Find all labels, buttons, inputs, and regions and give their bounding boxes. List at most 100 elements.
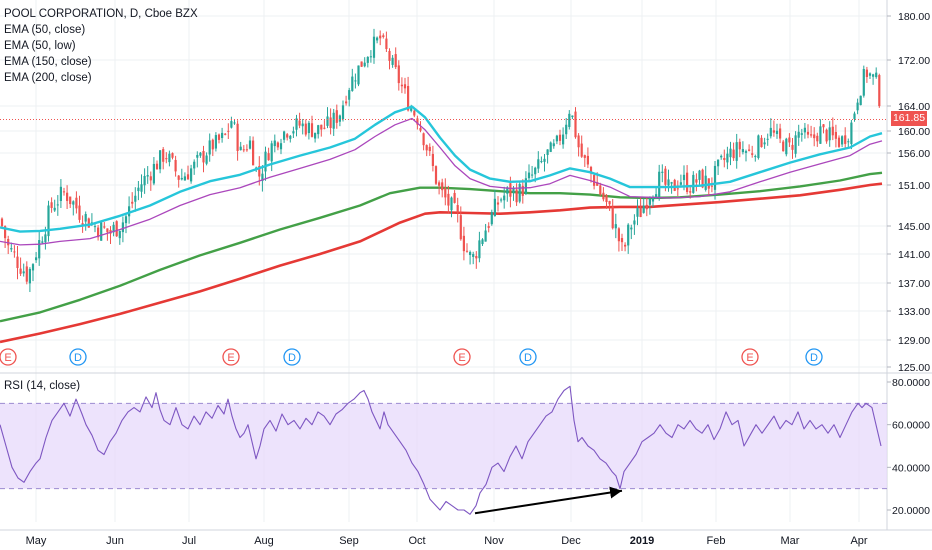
- candle-body: [174, 159, 177, 172]
- candle-body: [546, 149, 549, 155]
- price-tick-label-10: 172.00: [898, 55, 930, 67]
- candle-body: [785, 138, 788, 155]
- ema-50-low-line: [0, 117, 883, 246]
- candle-body: [137, 187, 140, 192]
- chart-title[interactable]: POOL CORPORATION, D, Cboe BZX: [4, 8, 198, 20]
- candle-body: [633, 220, 636, 225]
- candle-body: [0, 218, 4, 227]
- candle-body: [651, 197, 655, 202]
- candle-body: [434, 166, 438, 184]
- rsi-tick-label-1: 40.0000: [892, 462, 930, 474]
- candle-body: [329, 117, 332, 128]
- candle-body: [366, 56, 369, 63]
- candle-body: [323, 127, 326, 129]
- candle-body: [180, 177, 183, 180]
- candle-body: [298, 120, 301, 126]
- candle-body: [695, 179, 698, 183]
- candle-body: [794, 135, 797, 154]
- ema-50-close-line: [0, 105, 883, 233]
- candle-body: [679, 182, 682, 185]
- rsi-pane[interactable]: [0, 385, 887, 515]
- ema-line-3: [0, 182, 883, 344]
- price-axis[interactable]: 125.00 129.00 133.00 137.00 141.00 145.00 151.…: [887, 11, 930, 517]
- time-tick-label-6: Nov: [484, 535, 504, 547]
- candle-body: [837, 137, 841, 147]
- time-axis[interactable]: May Jun Jul Aug Sep Oct Nov Dec 2019 Feb Mar Apr: [26, 535, 868, 547]
- candle-body: [159, 150, 162, 170]
- event-marker-3: [283, 348, 301, 366]
- time-tick-label-5: Oct: [408, 535, 425, 547]
- ema-line-1: [0, 117, 883, 246]
- candle-body: [459, 215, 462, 240]
- candle-body: [748, 149, 751, 151]
- candle-body: [320, 124, 323, 130]
- legend-ema200-close[interactable]: EMA (200, close): [4, 72, 92, 84]
- candle-body: [847, 141, 850, 143]
- candle-body: [760, 137, 763, 148]
- candle-body: [763, 142, 766, 145]
- candle-body: [4, 226, 7, 239]
- legend-ema150-close[interactable]: EMA (150, close): [4, 56, 92, 68]
- candle-body: [540, 161, 543, 163]
- divergence-arrow-line: [474, 486, 623, 515]
- candle-body: [196, 154, 199, 158]
- candle-body: [661, 171, 664, 173]
- candle-body: [589, 166, 593, 174]
- candle-body: [391, 57, 394, 65]
- price-tick-label-7: 156.00: [898, 148, 930, 160]
- price-tick-label-9: 164.00: [898, 101, 930, 113]
- candle-body: [797, 131, 800, 138]
- candle-body: [131, 201, 134, 204]
- candle-body: [552, 143, 555, 147]
- candle-body: [205, 155, 208, 164]
- candle-body: [193, 161, 196, 169]
- price-tick-label-6: 151.00: [898, 180, 930, 192]
- time-tick-label-10: Mar: [781, 535, 800, 547]
- candle-body: [400, 84, 403, 87]
- candle-body: [586, 155, 589, 165]
- candle-body: [112, 224, 115, 233]
- candle-body: [614, 224, 617, 229]
- candle-body: [518, 183, 521, 202]
- candle-body: [602, 192, 605, 200]
- event-marker-7: [805, 348, 823, 366]
- price-tick-label-11: 180.00: [898, 11, 930, 23]
- candle-body: [571, 115, 574, 117]
- candle-body: [447, 193, 450, 206]
- candle-body: [310, 123, 314, 137]
- candle-body: [84, 214, 87, 222]
- price-candles[interactable]: [0, 28, 881, 293]
- candle-body: [75, 197, 78, 209]
- time-tick-label-8: 2019: [630, 535, 654, 547]
- candle-body: [484, 230, 487, 242]
- candle-body: [766, 138, 769, 140]
- candle-body: [199, 152, 202, 156]
- rsi-tick-label-2: 60.0000: [892, 420, 930, 432]
- rsi-tick-label-0: 20.0000: [892, 505, 930, 517]
- rsi-legend[interactable]: RSI (14, close): [4, 380, 81, 392]
- legend-ema50-close[interactable]: EMA (50, close): [4, 24, 86, 36]
- candle-body: [214, 135, 217, 149]
- candle-body: [701, 169, 704, 188]
- candle-body: [155, 163, 159, 170]
- candle-body: [775, 130, 779, 134]
- candle-body: [211, 139, 214, 150]
- candle-body: [521, 185, 524, 196]
- candle-body: [363, 62, 366, 67]
- candle-body: [289, 135, 292, 139]
- event-marker-5: [519, 348, 537, 366]
- candle-body: [134, 195, 137, 202]
- event-marker-0: [0, 348, 17, 366]
- candle-body: [465, 250, 469, 252]
- candle-body: [348, 90, 351, 100]
- legend-ema50-low[interactable]: EMA (50, low): [4, 40, 76, 52]
- candle-body: [13, 251, 16, 253]
- candle-body: [565, 124, 568, 135]
- candle-body: [103, 226, 106, 228]
- candle-body: [481, 239, 484, 245]
- candle-body: [152, 163, 155, 184]
- candle-body: [555, 135, 558, 142]
- event-marker-label-2: E: [227, 352, 234, 364]
